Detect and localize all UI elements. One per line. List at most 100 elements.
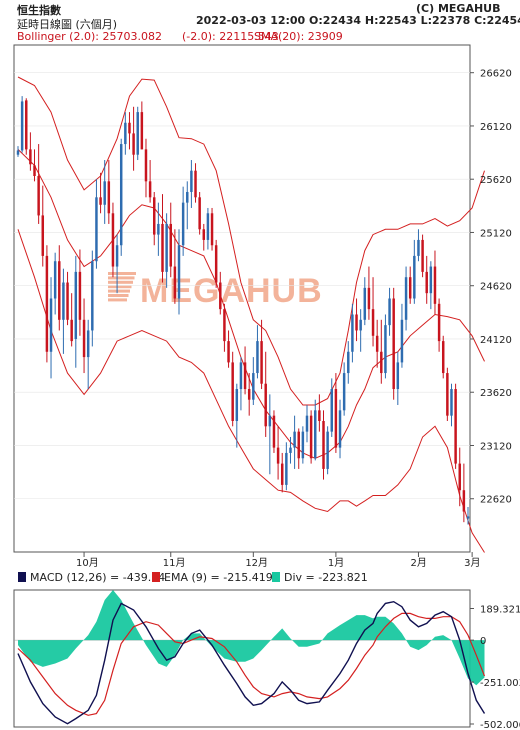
candle-body-up [326, 431, 329, 469]
candle-body-down [37, 176, 40, 216]
copyright-text: (C) MEGAHUB [416, 2, 501, 15]
macd-legend-label: MACD (12,26) = -439.24 [30, 571, 165, 584]
candle-body-down [25, 100, 28, 150]
candle-body-down [45, 255, 49, 352]
candle-body-down [223, 309, 226, 342]
candle-body-up [91, 261, 94, 331]
candle-body-up [239, 362, 243, 390]
bollinger-lower-line [17, 229, 485, 553]
candle-body-up [181, 202, 185, 246]
candle-body-up [342, 373, 346, 411]
candle-body-up [115, 245, 119, 267]
candle-body-down [247, 389, 251, 400]
watermark-logo-stripe [108, 280, 133, 284]
div-legend-swatch [272, 572, 280, 582]
candle-body-up [206, 213, 210, 240]
candle-body-down [78, 271, 82, 320]
candle-body-up [301, 431, 305, 459]
watermark-text: MEGAHUB [140, 272, 323, 310]
candle-body-down [276, 447, 280, 464]
candle-body-up [74, 271, 78, 339]
candle-body-up [235, 389, 239, 421]
candle-body-down [458, 463, 461, 491]
candle-body-down [41, 215, 45, 256]
macd-legend-swatch [18, 572, 26, 582]
candle-body-up [256, 341, 259, 374]
candle-body-up [338, 410, 342, 448]
candle-body-up [384, 325, 387, 374]
date-x-axis: 10月 11月 12月 1月 2月 3月 [76, 552, 481, 569]
candle-body-down [243, 362, 247, 390]
watermark-logo-stripe [108, 276, 135, 280]
chart-subtitle: 延時日線圖 (六個月) [17, 18, 118, 31]
candle-body-down [144, 149, 148, 182]
candle-body-up [136, 112, 139, 155]
bollinger-upper-label: Bollinger (2.0): 25703.082 [17, 30, 162, 43]
price-y-tick-label: 23620 [480, 388, 512, 399]
watermark-logo-stripe [108, 289, 130, 293]
candle-body-up [347, 351, 350, 374]
candle-body-down [29, 149, 32, 165]
candle-body-up [400, 319, 404, 363]
candle-body-up [165, 223, 168, 272]
candle-body-up [190, 170, 193, 192]
candle-body-up [404, 277, 408, 320]
candle-body-down [297, 431, 300, 459]
candle-body-up [62, 282, 65, 320]
candle-body-up [157, 223, 160, 235]
macd-y-tick-label: 189.321 [480, 604, 520, 615]
candle-body-down [322, 420, 325, 469]
bollinger-bands [17, 76, 485, 553]
megahub-watermark: MEGAHUB [108, 272, 323, 310]
candle-body-down [82, 319, 86, 358]
candle-body-down [227, 341, 230, 363]
macd-y-tick-label: 0 [480, 636, 486, 647]
price-y-axis: 26620 26120 25620 25120 24620 24120 23620 23120… [470, 69, 512, 506]
candle-body-up [417, 239, 420, 256]
candle-body-down [198, 197, 201, 230]
candlesticks [16, 96, 470, 525]
candle-body-down [260, 341, 263, 384]
candle-body-up [119, 144, 123, 246]
macd-y-tick-label: -251.003 [480, 678, 520, 689]
candle-body-up [330, 389, 333, 432]
macd-line [17, 600, 486, 725]
candle-body-up [363, 287, 367, 320]
div-legend-label: Div = -223.821 [284, 571, 368, 584]
candle-body-down [66, 282, 69, 320]
candle-body-down [408, 277, 412, 299]
candle-body-down [194, 170, 197, 198]
ema-legend-label: EMA (9) = -215.419 [164, 571, 273, 584]
candle-body-down [441, 341, 445, 374]
price-y-tick-label: 25120 [480, 228, 512, 239]
candle-body-down [334, 389, 338, 448]
candle-body-up [95, 197, 98, 262]
candle-body-down [219, 282, 222, 310]
macd-divergence-area [18, 590, 485, 686]
candle-body-up [388, 298, 391, 326]
bollinger-mid-line [17, 149, 485, 459]
candle-body-up [314, 410, 317, 459]
candle-body-up [466, 516, 470, 519]
watermark-logo-stripe [108, 272, 136, 275]
candle-body-up [268, 415, 272, 427]
candle-body-down [214, 245, 218, 283]
watermark-logo-stripe [108, 298, 127, 302]
bollinger-upper-line [17, 76, 485, 406]
candle-body-down [309, 415, 313, 459]
candle-body-down [462, 490, 466, 512]
candle-body-down [99, 197, 102, 205]
divergence-area [18, 590, 485, 686]
sma-label: SMA(20): 23909 [254, 30, 343, 43]
candle-body-down [70, 319, 73, 342]
x-tick-label: 2月 [410, 557, 426, 569]
candle-body-up [285, 452, 288, 485]
candle-body-down [280, 463, 284, 485]
price-grid [14, 72, 470, 500]
candle-body-down [433, 266, 437, 304]
candle-body-up [413, 255, 416, 299]
candle-body-up [103, 181, 106, 205]
candle-body-up [86, 330, 90, 358]
candle-body-down [454, 389, 457, 464]
